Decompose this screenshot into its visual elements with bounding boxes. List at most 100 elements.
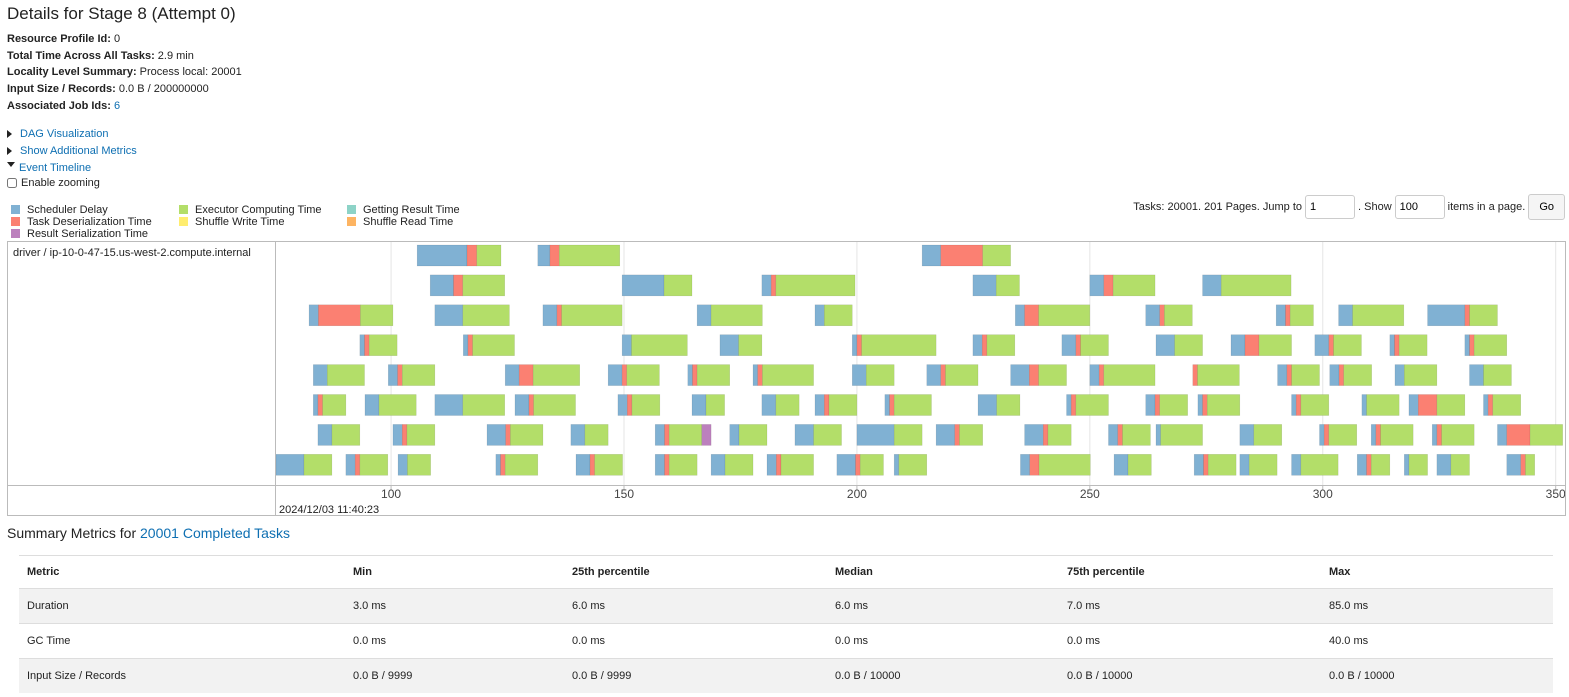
- table-cell: Duration: [19, 588, 345, 624]
- info-value: Process local: 20001: [139, 66, 242, 79]
- task-segment: [1329, 364, 1340, 386]
- legend-swatch: [347, 217, 356, 226]
- task-segment: [528, 394, 534, 416]
- task-segment: [814, 304, 825, 327]
- task-segment: [1380, 424, 1414, 446]
- task-segment: [1483, 364, 1512, 386]
- task-segment: [1108, 424, 1119, 446]
- task-segment: [626, 364, 660, 386]
- task-segment: [1314, 334, 1330, 356]
- task-segment: [401, 424, 408, 446]
- task-segment: [1145, 304, 1160, 327]
- task-segment: [995, 274, 1020, 297]
- task-segment: [466, 244, 478, 267]
- task-segment: [1343, 364, 1372, 386]
- task-segment: [1506, 424, 1531, 446]
- info-value: 2.9 min: [157, 49, 194, 62]
- toggle-link[interactable]: Show Additional Metrics: [20, 145, 137, 157]
- task-segment: [1366, 454, 1372, 476]
- table-cell: 0.0 ms: [1059, 623, 1321, 659]
- task-segment: [1239, 424, 1255, 446]
- task-segment: [1469, 334, 1475, 356]
- legend-item: Scheduler Delay: [8, 203, 176, 216]
- task-segment: [434, 304, 464, 327]
- task-segment: [738, 424, 768, 446]
- task-segment: [1029, 454, 1040, 476]
- task-segment: [1220, 274, 1292, 297]
- task-segment: [1375, 424, 1381, 446]
- legend-swatch: [347, 205, 356, 214]
- toggle-row: Show Additional Metrics: [7, 143, 137, 160]
- task-segment: [898, 454, 928, 476]
- task-segment: [893, 424, 923, 446]
- completed-tasks-link[interactable]: 20001 Completed Tasks: [140, 525, 290, 541]
- task-segment: [954, 424, 960, 446]
- task-segment: [1066, 394, 1072, 416]
- x-tick-label: 350: [1546, 487, 1566, 501]
- legend-item: Shuffle Write Time: [176, 216, 344, 228]
- table-cell: 0.0 B / 10000: [1321, 658, 1553, 693]
- task-segment: [505, 424, 511, 446]
- task-segment: [1487, 394, 1494, 416]
- task-segment: [1291, 364, 1320, 386]
- header-cell: Min: [345, 555, 564, 589]
- legend-item: Executor Computing Time: [176, 204, 344, 216]
- info-label: Input Size / Records:: [7, 83, 116, 96]
- task-segment: [317, 394, 323, 416]
- task-segment: [1159, 394, 1188, 416]
- page-input[interactable]: [1305, 195, 1356, 219]
- task-segment: [776, 454, 782, 476]
- job-link[interactable]: 6: [113, 99, 121, 112]
- task-segment: [364, 334, 370, 356]
- legend-label: Task Deserialization Time: [27, 215, 152, 228]
- task-segment: [1075, 334, 1081, 356]
- task-segment: [1275, 304, 1286, 327]
- zoom-checkbox[interactable]: [7, 178, 17, 188]
- task-segment: [1408, 454, 1428, 476]
- task-segment: [701, 424, 712, 446]
- table-row: Input Size / Records 0.0 B / 9999 0.0 B / …: [19, 658, 1553, 693]
- task-segment: [692, 364, 698, 386]
- task-segment: [1506, 454, 1521, 476]
- task-segment: [1070, 394, 1077, 416]
- task-segment: [1159, 304, 1165, 327]
- task-segment: [621, 334, 632, 356]
- task-segment: [504, 454, 539, 476]
- task-segment: [1289, 304, 1314, 327]
- table-cell: 0.0 B / 10000: [1059, 658, 1321, 693]
- task-segment: [1525, 454, 1535, 476]
- task-segment: [621, 274, 665, 297]
- go-button[interactable]: Go: [1528, 194, 1565, 220]
- timestamp: 2024/12/03 11:40:23: [279, 504, 379, 516]
- task-segment: [1285, 304, 1291, 327]
- toggles: DAG Visualization Show Additional Metrics…: [7, 126, 137, 177]
- task-segment: [935, 424, 955, 446]
- task-segment: [607, 364, 623, 386]
- task-segment: [664, 454, 670, 476]
- task-segment: [1164, 304, 1193, 327]
- task-segment: [317, 424, 333, 446]
- task-segment: [360, 304, 394, 327]
- task-segment: [397, 454, 408, 476]
- task-segment: [757, 364, 763, 386]
- task-segment: [313, 364, 328, 386]
- task-segment: [1286, 364, 1292, 386]
- stage-info: Resource Profile Id: 0 Total Time Across …: [7, 31, 242, 114]
- page-size-input[interactable]: [1394, 195, 1445, 219]
- legend-swatch: [11, 205, 20, 214]
- task-segment: [1075, 394, 1109, 416]
- task-segment: [368, 334, 398, 356]
- task-segment: [354, 454, 361, 476]
- task-segment: [1520, 454, 1526, 476]
- toggle-link[interactable]: Event Timeline: [19, 162, 92, 174]
- task-segment: [1441, 424, 1475, 446]
- table-cell: Input Size / Records: [19, 658, 345, 693]
- info-row: Associated Job Ids: 6: [7, 98, 242, 115]
- toggle-link[interactable]: DAG Visualization: [20, 128, 109, 140]
- task-segment: [462, 304, 510, 327]
- table-cell: 0.0 B / 9999: [564, 658, 827, 693]
- legend-label: Scheduler Delay: [27, 203, 108, 216]
- task-segment: [1145, 394, 1156, 416]
- zoom-toggle[interactable]: Enable zooming: [7, 177, 100, 189]
- table-cell: 7.0 ms: [1059, 588, 1321, 624]
